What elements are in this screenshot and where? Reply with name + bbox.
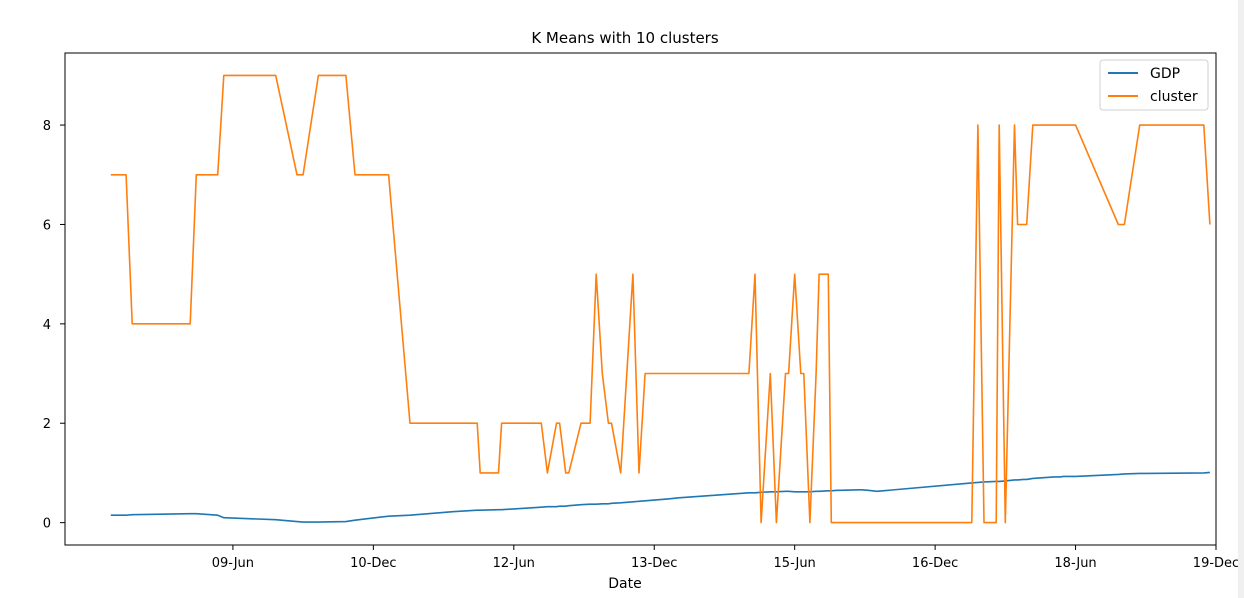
plot-area-frame [64, 52, 1217, 546]
y-tick-label: 0 [43, 517, 51, 532]
x-axis-label: Date [608, 576, 641, 592]
series-line-cluster [110, 74, 1211, 524]
legend-label-cluster: cluster [1150, 89, 1198, 105]
x-tick-label: 19-Dec [1193, 556, 1239, 571]
y-tick-label: 2 [43, 417, 51, 432]
series-layer [110, 74, 1211, 524]
x-tick-label: 09-Jun [212, 556, 254, 571]
chart-title: K Means with 10 clusters [531, 29, 719, 47]
y-tick-label: 4 [43, 318, 51, 333]
x-tick-label: 13-Dec [631, 556, 677, 571]
x-tick-label: 10-Dec [350, 556, 396, 571]
y-tick-label: 6 [43, 218, 51, 233]
x-tick-label: 12-Jun [493, 556, 535, 571]
y-axis: 0 2 4 6 8 [43, 119, 65, 532]
x-axis: 09-Jun 10-Dec 12-Jun 13-Dec 15-Jun 16-Dec 18-J… [212, 545, 1239, 571]
x-tick-label: 15-Jun [774, 556, 816, 571]
x-tick-label: 18-Jun [1054, 556, 1096, 571]
series-line-gdp [110, 471, 1210, 523]
legend-label-gdp: GDP [1150, 66, 1180, 82]
y-tick-label: 8 [43, 119, 51, 134]
legend: GDP cluster [1099, 59, 1209, 111]
page-scrollbar[interactable] [1238, 0, 1244, 598]
x-tick-label: 16-Dec [912, 556, 958, 571]
